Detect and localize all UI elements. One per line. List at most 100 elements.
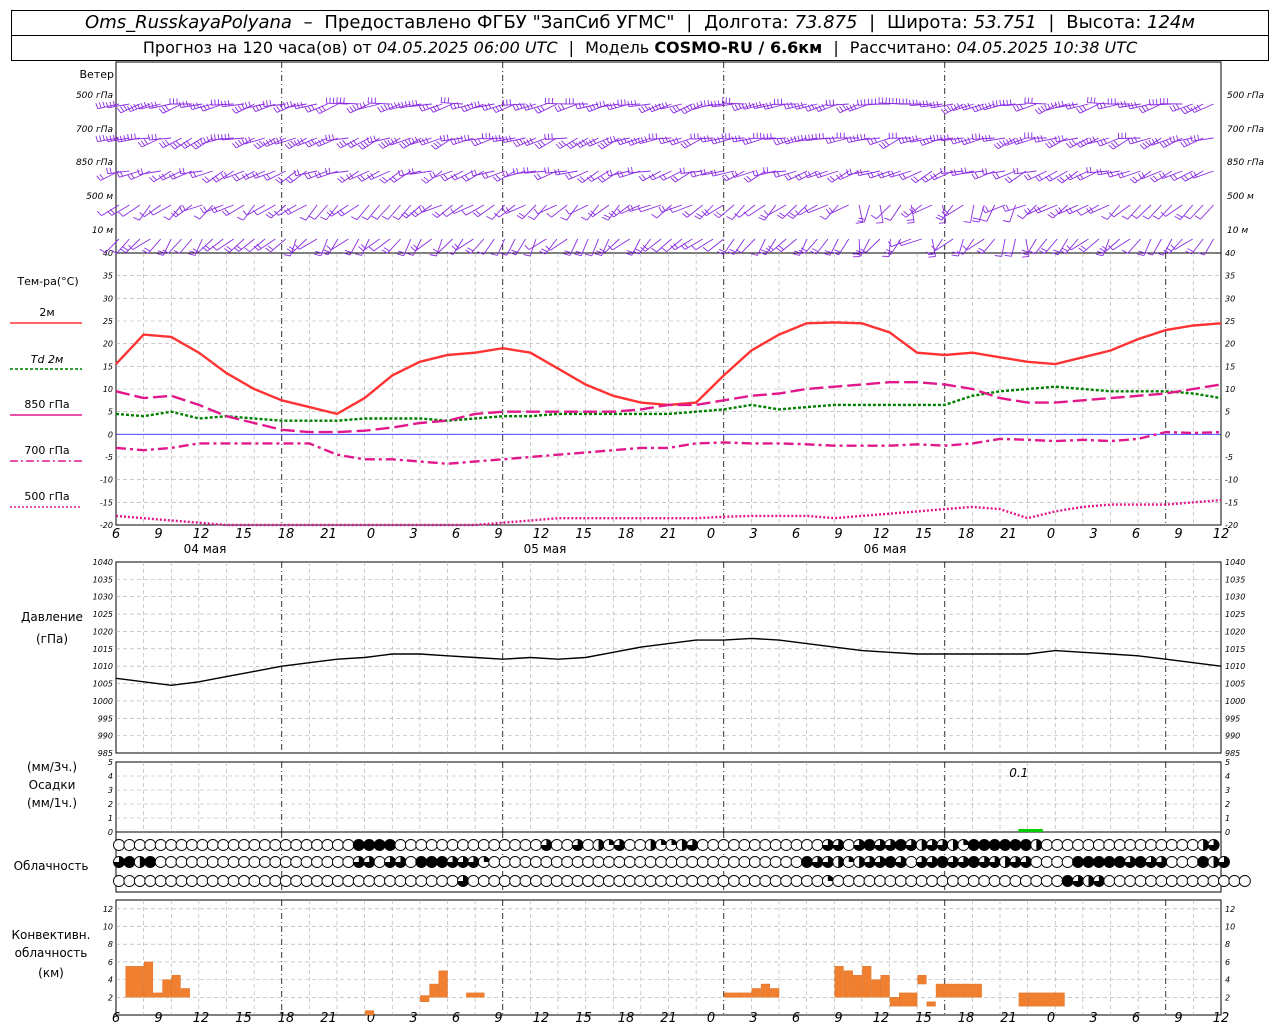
cloud-symbol-low	[748, 875, 761, 887]
pressure-title: Давление	[21, 610, 83, 624]
wind-barb-feather	[1132, 176, 1138, 182]
wind-barb-feather	[140, 168, 144, 175]
cloud-symbol-high	[165, 839, 178, 851]
wind-barb	[627, 204, 651, 212]
wind-barb	[765, 238, 787, 253]
wind-barb-feather	[221, 210, 227, 216]
wind-barb-staff	[107, 170, 130, 175]
wind-barb	[804, 103, 829, 112]
cloud-fill-middle	[968, 856, 980, 868]
wind-barb-feather	[609, 103, 613, 109]
wind-barb-feather	[993, 144, 999, 150]
wind-barb-feather	[592, 103, 596, 110]
wind-barb-staff	[1022, 204, 1037, 220]
wind-barb-staff	[524, 170, 547, 174]
wind-barb-feather	[832, 99, 835, 106]
ytick-right-pres: 1025	[1225, 610, 1245, 619]
wind-barb	[992, 170, 1016, 180]
wind-barb	[919, 100, 943, 108]
wind-barb-staff	[915, 170, 933, 184]
wind-barb-staff	[194, 238, 203, 256]
wind-barb-feather	[544, 167, 546, 174]
wind-barb-feather	[539, 250, 546, 255]
wind-barb	[925, 238, 943, 256]
wind-barb	[244, 238, 266, 253]
wind-barb-feather	[907, 221, 915, 224]
wind-barb-staff	[1136, 204, 1152, 219]
wind-barb-feather	[594, 253, 602, 257]
cloud-symbol-low	[613, 875, 626, 887]
wind-barb-feather	[825, 138, 829, 144]
cloud-symbol-middle	[696, 856, 709, 868]
wind-barb	[857, 204, 870, 223]
convective-bar	[760, 983, 770, 998]
wind-barb-staff	[1127, 238, 1141, 254]
wind-barb-feather	[540, 140, 546, 146]
wind-barb-feather	[928, 255, 936, 258]
wind-barb-feather	[526, 139, 531, 145]
xtick-conv: 9	[1174, 1011, 1182, 1024]
wind-barb-feather	[1040, 135, 1044, 141]
wind-barb-feather	[1044, 104, 1048, 111]
cloud-symbol-low	[1176, 875, 1189, 887]
cloud-fill-low	[1072, 875, 1084, 887]
wind-barb	[528, 204, 547, 220]
wind-barb-feather	[811, 103, 815, 110]
wind-barb-feather	[262, 100, 265, 107]
wind-barb-feather	[804, 207, 809, 214]
wind-barb	[759, 238, 777, 256]
wind-barb-feather	[670, 245, 676, 251]
xtick-conv: 3	[1089, 1011, 1097, 1024]
wind-barb	[1024, 204, 1047, 215]
wind-barb	[794, 170, 818, 181]
wind-barb-feather	[234, 106, 240, 113]
wind-barb	[293, 169, 318, 177]
ytick-left-temp: -5	[105, 453, 113, 462]
wind-barb-feather	[221, 134, 223, 140]
wind-barb-feather	[839, 173, 844, 179]
wind-barb-staff	[883, 137, 902, 149]
wind-barb-staff	[1171, 137, 1193, 143]
wind-barb-feather	[495, 174, 501, 180]
wind-barb	[220, 100, 245, 108]
wind-barb-feather	[1183, 107, 1189, 113]
wind-barb-feather	[490, 253, 498, 256]
wind-barb-feather	[185, 140, 191, 146]
wind-barb-staff	[122, 204, 141, 217]
wind-barb-staff	[1129, 103, 1152, 110]
cloud-symbol-low	[113, 875, 125, 887]
wind-barb-feather	[151, 175, 157, 181]
convective-bar	[180, 988, 190, 998]
wind-barb-feather	[484, 104, 488, 110]
wind-barb-feather	[1185, 250, 1192, 255]
cloud-fill-low	[827, 875, 834, 881]
cloud-symbol-high	[780, 839, 793, 851]
wind-barb-feather	[188, 253, 196, 256]
wind-barb	[221, 204, 245, 216]
wind-barb-feather	[829, 175, 835, 181]
wind-barb-feather	[244, 247, 250, 253]
wind-barb	[516, 204, 537, 220]
wind-barb	[210, 133, 234, 141]
wind-barb	[241, 136, 266, 145]
wind-barb-feather	[349, 106, 354, 112]
wind-barb-feather	[661, 205, 666, 212]
cloud-symbol-high	[488, 839, 501, 851]
wind-barb-feather	[661, 102, 665, 109]
wind-barb-feather	[641, 174, 647, 180]
wind-barb	[263, 170, 286, 181]
wind-barb-feather	[1053, 249, 1060, 253]
cloud-symbol-middle	[780, 856, 793, 868]
cloud-symbol-high	[842, 839, 855, 851]
wind-barb-staff	[438, 238, 453, 253]
wind-barb-staff	[138, 204, 151, 221]
wind-barb	[940, 134, 964, 142]
cloud-fill-middle	[1010, 856, 1022, 868]
wind-barb	[1023, 170, 1047, 181]
wind-barb-feather	[1027, 207, 1032, 214]
wind-barb-feather	[568, 172, 573, 179]
wind-barb-feather	[366, 137, 370, 143]
wind-barb-feather	[314, 253, 322, 257]
wind-barb-staff	[297, 137, 318, 147]
wind-barb-feather	[318, 107, 323, 113]
